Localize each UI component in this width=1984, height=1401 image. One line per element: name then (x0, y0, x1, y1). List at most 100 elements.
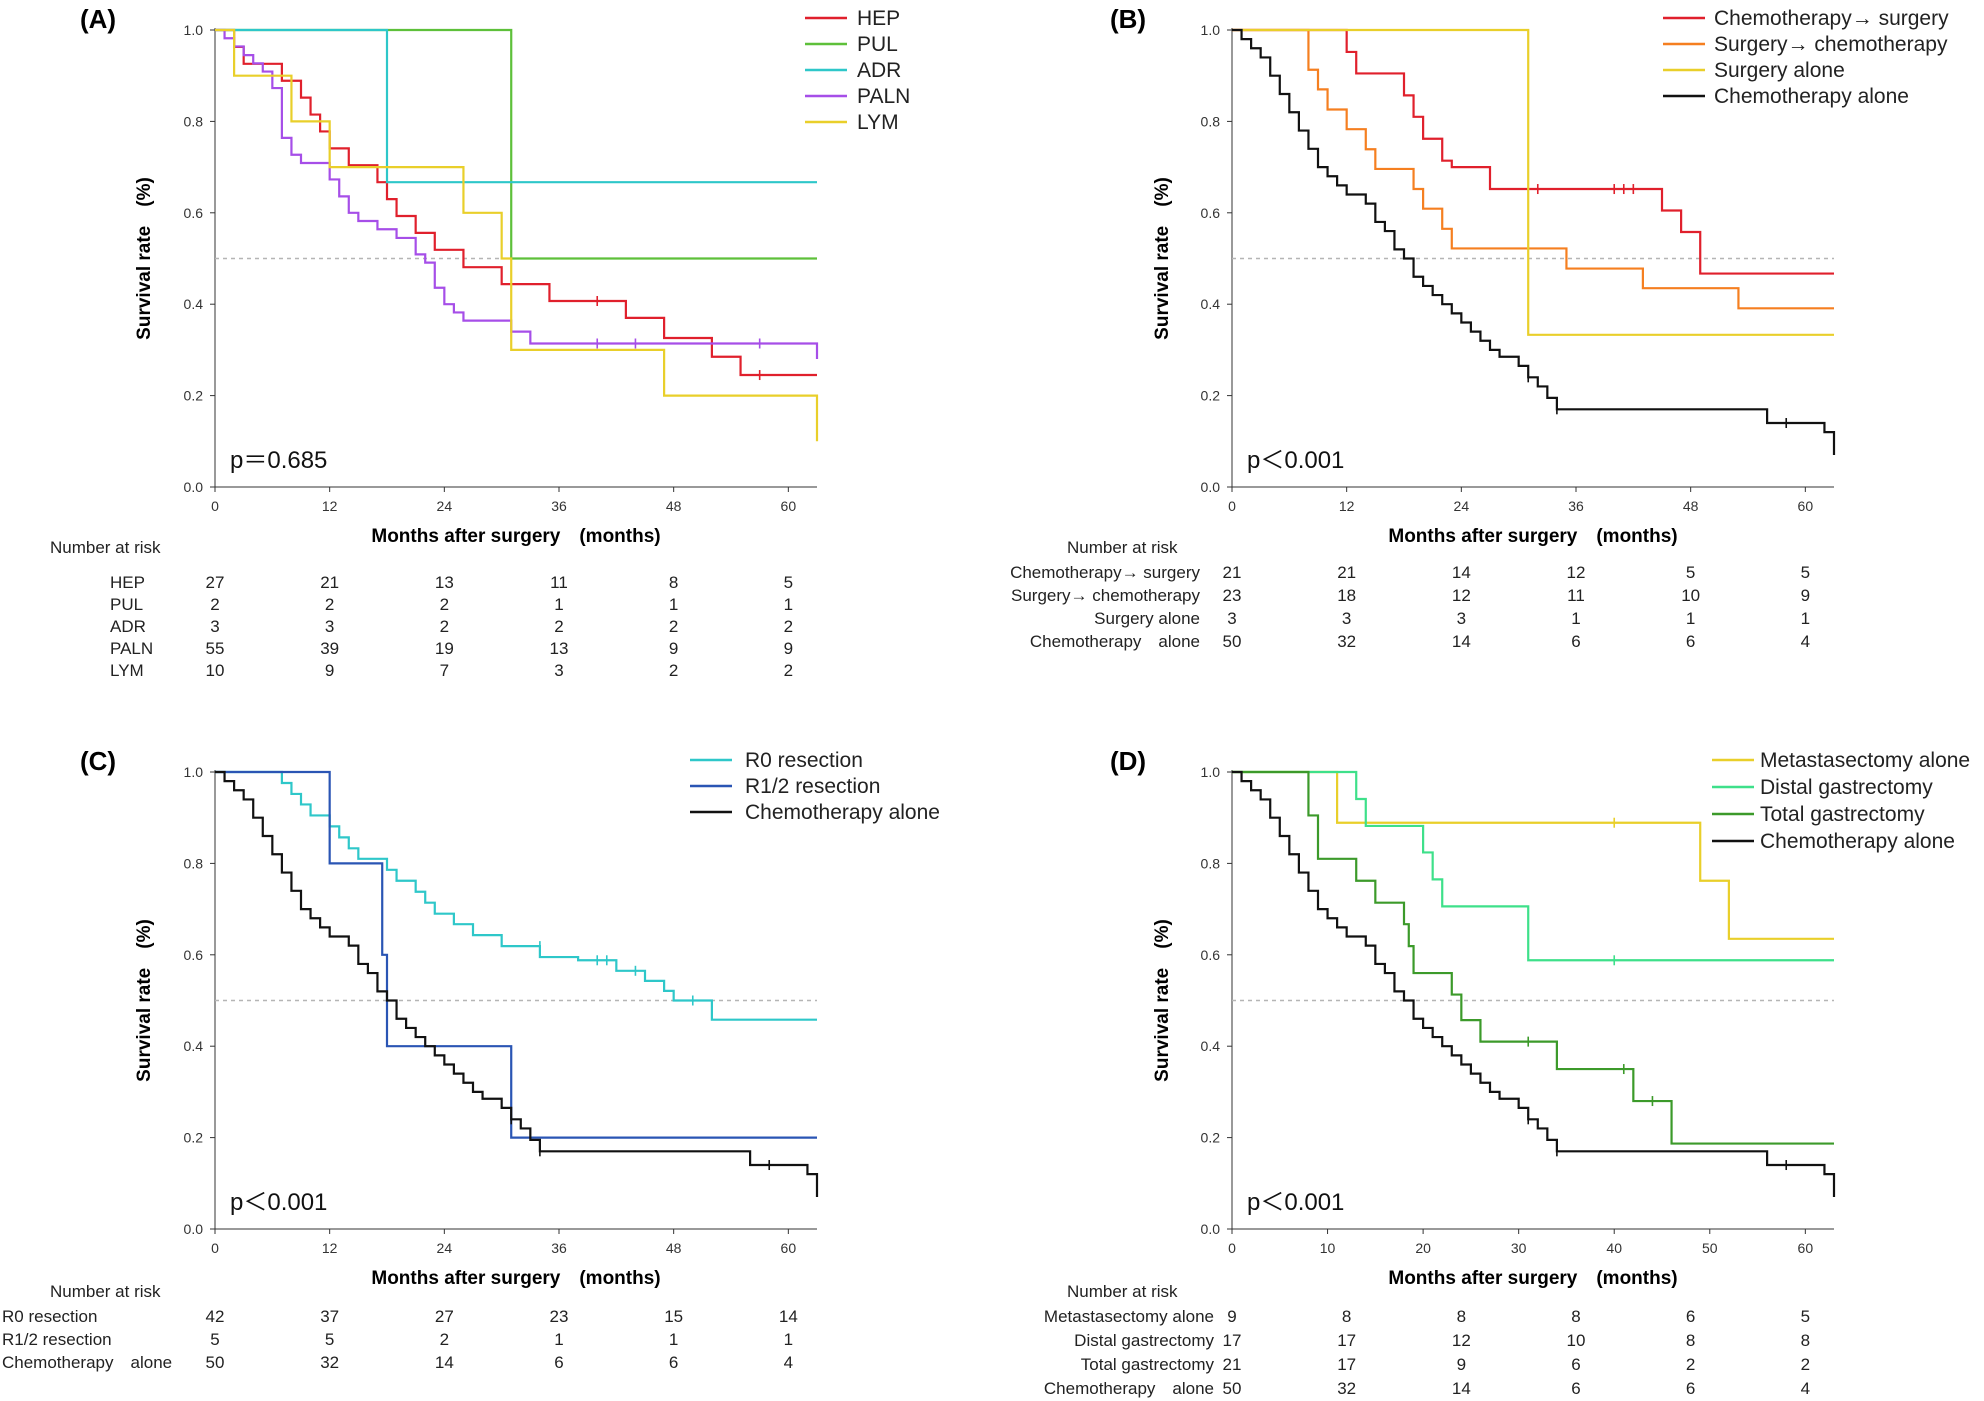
risk-count: 9 (1457, 1355, 1466, 1374)
x-tick-label: 12 (322, 498, 338, 514)
risk-count: 5 (784, 573, 793, 592)
risk-row-label: PALN (110, 639, 153, 658)
y-tick-label: 0.8 (184, 855, 204, 871)
risk-count: 32 (1337, 632, 1356, 651)
y-tick-label: 0.6 (184, 205, 204, 221)
risk-count: 5 (325, 1330, 334, 1349)
risk-count: 27 (435, 1307, 454, 1326)
risk-count: 6 (1571, 1355, 1580, 1374)
x-tick-label: 60 (781, 1240, 797, 1256)
p-value: p＝0.685 (230, 447, 327, 474)
risk-count: 8 (1686, 1331, 1695, 1350)
y-tick-label: 0.8 (1201, 113, 1221, 129)
legend-label: PALN (857, 85, 910, 108)
risk-count: 15 (664, 1307, 683, 1326)
y-axis-title: Survival rate (%) (134, 177, 155, 340)
risk-count: 11 (1567, 586, 1585, 605)
risk-count: 5 (1801, 563, 1810, 582)
legend-label: R1/2 resection (745, 775, 880, 798)
survival-curve-0 (215, 28, 817, 377)
risk-count: 12 (1452, 586, 1471, 605)
p-value: p＜0.001 (1247, 447, 1344, 474)
risk-count: 6 (1686, 632, 1695, 651)
risk-count: 2 (1686, 1355, 1695, 1374)
risk-count: 4 (784, 1353, 793, 1372)
y-tick-label: 0.4 (1201, 296, 1221, 312)
x-tick-label: 60 (1798, 1240, 1814, 1256)
y-tick-label: 0.0 (1201, 479, 1221, 495)
y-tick-label: 0.4 (1201, 1038, 1221, 1054)
risk-row-label: Chemotherapy alone (2, 1353, 172, 1372)
y-tick-label: 0.2 (184, 1130, 204, 1146)
y-tick-label: 1.0 (1201, 764, 1221, 780)
risk-count: 11 (550, 573, 568, 592)
risk-count: 8 (669, 573, 678, 592)
y-tick-label: 1.0 (184, 22, 204, 38)
panel-d: (D) 0.0 0.2 0.4 0.6 0.8 1.0 0 10 20 30 40 50 60 Months… (1044, 746, 1970, 1398)
risk-count: 3 (554, 661, 563, 680)
risk-count: 14 (1452, 1379, 1471, 1398)
legend-label: HEP (857, 7, 900, 30)
risk-count: 37 (320, 1307, 339, 1326)
risk-count: 2 (440, 617, 449, 636)
legend-label: PUL (857, 33, 898, 56)
x-tick-label: 0 (1228, 498, 1236, 514)
risk-row-label: Surgery→ chemotherapy (1011, 586, 1200, 605)
risk-count: 5 (1686, 563, 1695, 582)
risk-count: 17 (1337, 1331, 1356, 1350)
risk-count: 21 (320, 573, 339, 592)
survival-curve-2 (1232, 28, 1834, 336)
risk-count: 50 (206, 1353, 225, 1372)
x-tick-label: 60 (781, 498, 797, 514)
risk-table-title: Number at risk (50, 1282, 161, 1301)
legend-label: ADR (857, 59, 901, 82)
risk-count: 5 (1801, 1307, 1810, 1326)
x-axis-title: Months after surgery (months) (371, 526, 660, 547)
legend-label: Metastasectomy alone (1760, 749, 1970, 772)
survival-curve-1 (1232, 770, 1834, 962)
x-axis-title: Months after surgery (months) (1388, 526, 1677, 547)
risk-count: 50 (1223, 1379, 1242, 1398)
risk-count: 6 (1686, 1379, 1695, 1398)
risk-count: 2 (440, 595, 449, 614)
risk-count: 4 (1801, 632, 1810, 651)
risk-row-label: Chemotherapy alone (1044, 1379, 1214, 1398)
risk-count: 1 (554, 1330, 563, 1349)
risk-count: 1 (784, 595, 793, 614)
p-value: p＜0.001 (1247, 1189, 1344, 1216)
x-tick-label: 48 (666, 498, 682, 514)
risk-row-label: Surgery alone (1094, 609, 1200, 628)
risk-count: 17 (1337, 1355, 1356, 1374)
survival-curve-1 (215, 28, 817, 260)
risk-count: 6 (1686, 1307, 1695, 1326)
risk-row-label: Metastasectomy alone (1044, 1307, 1214, 1326)
panel-label: (B) (1110, 4, 1146, 34)
risk-count: 1 (784, 1330, 793, 1349)
x-tick-label: 24 (437, 1240, 453, 1256)
y-tick-label: 0.0 (184, 479, 204, 495)
risk-count: 14 (1452, 632, 1471, 651)
risk-count: 42 (206, 1307, 225, 1326)
survival-curve-3 (1232, 770, 1836, 1198)
risk-count: 9 (325, 661, 334, 680)
x-tick-label: 0 (211, 498, 219, 514)
legend-label: Total gastrectomy (1760, 803, 1925, 826)
risk-count: 9 (669, 639, 678, 658)
x-tick-label: 0 (1228, 1240, 1236, 1256)
survival-curve-0 (1232, 28, 1834, 275)
risk-count: 27 (206, 573, 225, 592)
risk-count: 2 (784, 661, 793, 680)
y-axis-title: Survival rate (%) (1152, 919, 1173, 1082)
risk-count: 3 (1227, 609, 1236, 628)
risk-count: 10 (1567, 1331, 1586, 1350)
risk-count: 50 (1223, 632, 1242, 651)
y-tick-label: 0.2 (184, 388, 204, 404)
risk-table-title: Number at risk (50, 538, 161, 557)
y-tick-label: 0.0 (1201, 1221, 1221, 1237)
risk-count: 17 (1223, 1331, 1242, 1350)
risk-count: 3 (325, 617, 334, 636)
risk-count: 1 (669, 1330, 678, 1349)
risk-count: 32 (1337, 1379, 1356, 1398)
risk-count: 6 (1571, 1379, 1580, 1398)
